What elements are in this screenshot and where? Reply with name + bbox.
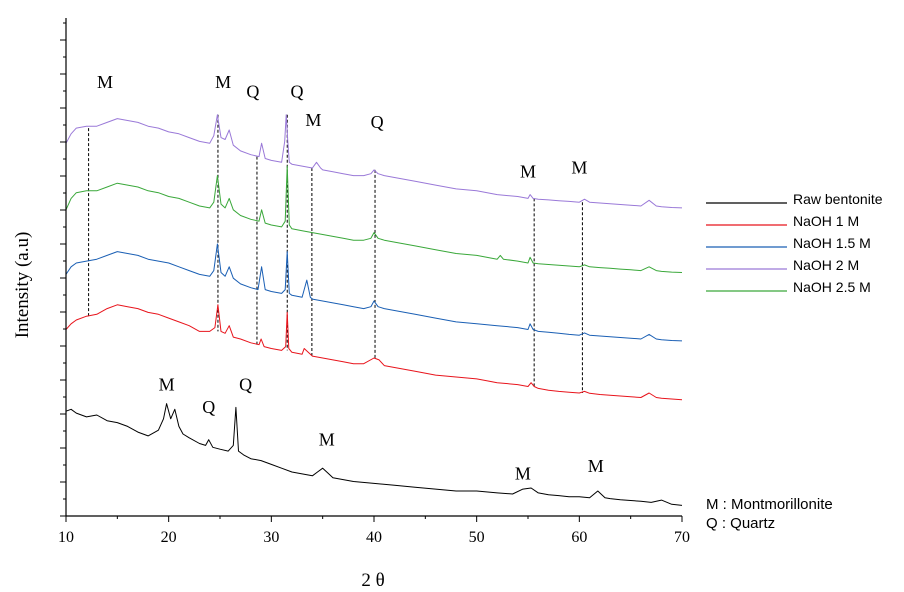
x-tick-label: 20 xyxy=(161,529,177,546)
peak-label: M xyxy=(571,158,587,178)
reference-lines xyxy=(88,114,583,393)
peak-label: Q xyxy=(246,82,259,102)
peak-label: M xyxy=(588,456,604,476)
series-line-raw-bentonite xyxy=(65,403,683,506)
series-line-naoh-2-m xyxy=(65,114,683,209)
legend-label-raw-bentonite: Raw bentonite xyxy=(793,191,883,207)
peak-label: M xyxy=(305,110,321,130)
x-axis-label: 2 θ xyxy=(361,570,384,591)
legend-label-naoh-1-m: NaOH 1 M xyxy=(793,213,859,229)
series-line-naoh-2-5-m xyxy=(65,165,683,273)
footnote: M : Montmorillonite Q : Quartz xyxy=(706,496,833,532)
peak-label: M xyxy=(520,162,536,182)
legend: Raw bentonite NaOH 1 M NaOH 1.5 M NaOH 2 M N… xyxy=(706,191,883,295)
footnote-line: Q : Quartz xyxy=(706,515,775,532)
peak-label: Q xyxy=(371,112,384,132)
x-tick-label: 60 xyxy=(571,529,587,546)
x-tick-label: 40 xyxy=(366,529,382,546)
peak-label: M xyxy=(159,374,175,394)
peak-label: Q xyxy=(291,82,304,102)
x-tick-label: 50 xyxy=(469,529,485,546)
x-tick-label: 70 xyxy=(674,529,690,546)
axes: 10 20 30 40 50 60 70 xyxy=(58,18,690,546)
peak-label: M xyxy=(319,429,335,449)
y-axis-label: Intensity (a.u) xyxy=(12,232,33,339)
peak-label: M xyxy=(97,72,113,92)
peak-label: Q xyxy=(202,397,215,417)
x-tick-label: 30 xyxy=(263,529,279,546)
footnote-line: M : Montmorillonite xyxy=(706,496,833,513)
x-tick-label: 10 xyxy=(58,529,74,546)
peak-label: M xyxy=(215,72,231,92)
series-line-naoh-1-5-m xyxy=(65,243,683,342)
legend-label-naoh-2-m: NaOH 2 M xyxy=(793,257,859,273)
series-group xyxy=(65,114,683,506)
peak-label: Q xyxy=(239,374,252,394)
series-line-naoh-1-m xyxy=(65,304,683,401)
legend-label-naoh-1-5-m: NaOH 1.5 M xyxy=(793,235,871,251)
peak-label: M xyxy=(515,464,531,484)
legend-label-naoh-2-5-m: NaOH 2.5 M xyxy=(793,279,871,295)
